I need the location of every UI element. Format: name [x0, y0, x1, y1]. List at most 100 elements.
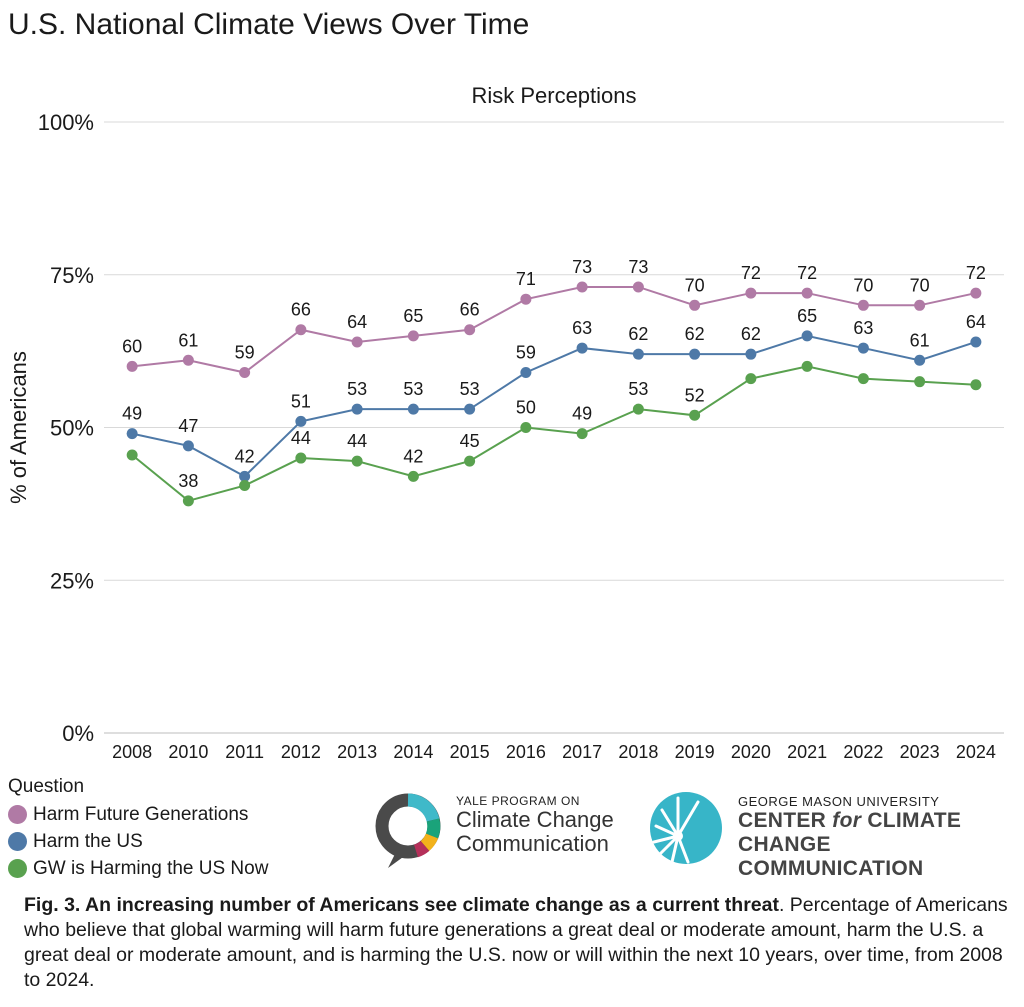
data-point: [351, 336, 363, 348]
data-label: 66: [460, 300, 480, 320]
caption-text: . Percentage of Americans who believe th…: [24, 894, 1008, 991]
x-tick-label: 2016: [506, 742, 546, 762]
data-label: 42: [235, 446, 255, 466]
data-label: 44: [347, 431, 367, 451]
x-tick-label: 2014: [393, 742, 433, 762]
data-point: [857, 299, 869, 311]
data-label: 47: [178, 416, 198, 436]
data-label: 53: [403, 379, 423, 399]
legend: Question Harm Future Generations Harm th…: [8, 776, 268, 882]
data-label: 65: [403, 306, 423, 326]
data-point: [857, 373, 869, 385]
data-label: 70: [685, 275, 705, 295]
series-line: [132, 285, 977, 374]
legend-dot-icon: [8, 832, 27, 851]
data-label: 72: [966, 263, 986, 283]
data-point: [689, 409, 701, 421]
data-point: [801, 330, 813, 342]
data-point: [407, 403, 419, 415]
data-label: 61: [178, 330, 198, 350]
data-label: 44: [291, 428, 311, 448]
x-tick-label: 2022: [843, 742, 883, 762]
data-label: 71: [516, 269, 536, 289]
gmu-logo-line2b: for: [832, 809, 862, 832]
y-axis-label: % of Americans: [6, 351, 31, 504]
data-label: 62: [628, 324, 648, 344]
data-point: [970, 287, 982, 299]
legend-dot-icon: [8, 805, 27, 824]
data-label: 70: [853, 275, 873, 295]
gmu-logo-line2c: CLIMATE CHANGE: [738, 809, 962, 856]
legend-title: Question: [8, 776, 85, 797]
y-tick-label: 75%: [50, 263, 94, 288]
x-tick-label: 2023: [900, 742, 940, 762]
data-point: [407, 470, 419, 482]
gmu-logo-line2: CENTER for CLIMATE CHANGE: [738, 809, 1018, 857]
data-point: [239, 367, 251, 379]
data-label: 73: [628, 257, 648, 277]
data-point: [407, 330, 419, 342]
data-label: 51: [291, 391, 311, 411]
x-tick-label: 2017: [562, 742, 602, 762]
data-label: 73: [572, 257, 592, 277]
gmu-logo-line1: GEORGE MASON UNIVERSITY: [738, 794, 940, 809]
line-chart: Risk Perceptions 0% 25% 50% 75% 100% 2008 2010 2…: [6, 83, 1004, 762]
x-tick-label: 2024: [956, 742, 996, 762]
data-point: [464, 403, 476, 415]
data-point: [632, 348, 644, 360]
data-point: [182, 495, 194, 507]
data-point: [464, 324, 476, 336]
legend-item-harm-the-us[interactable]: Harm the US: [8, 828, 268, 855]
x-tick-label: 2019: [675, 742, 715, 762]
x-tick-label: 2013: [337, 742, 377, 762]
data-point: [126, 428, 138, 440]
data-point: [126, 360, 138, 372]
data-label: 61: [910, 330, 930, 350]
series-line: [131, 334, 977, 478]
x-tick-label: 2018: [618, 742, 658, 762]
gmu-burst-icon: [650, 792, 722, 864]
data-point: [745, 287, 757, 299]
data-label: 63: [572, 318, 592, 338]
data-label: 64: [966, 312, 986, 332]
data-label: 72: [741, 263, 761, 283]
x-tick-label: 2020: [731, 742, 771, 762]
gmu-logo: GEORGE MASON UNIVERSITY CENTER for CLIMA…: [648, 790, 1018, 880]
x-tick-label: 2012: [281, 742, 321, 762]
legend-label: Harm Future Generations: [33, 803, 249, 825]
gmu-logo-line3: COMMUNICATION: [738, 857, 924, 880]
data-point: [745, 373, 757, 385]
data-label: 52: [685, 385, 705, 405]
data-label: 53: [347, 379, 367, 399]
data-label: 49: [122, 404, 142, 424]
data-point: [689, 299, 701, 311]
legend-label: Harm the US: [33, 830, 143, 852]
y-tick-label: 25%: [50, 568, 94, 593]
data-label: 64: [347, 312, 367, 332]
data-label: 62: [685, 324, 705, 344]
data-point: [239, 470, 251, 482]
page-title: U.S. National Climate Views Over Time: [8, 8, 530, 41]
data-label: 65: [797, 306, 817, 326]
data-point: [295, 415, 307, 427]
legend-item-harm-future-generations[interactable]: Harm Future Generations: [8, 801, 268, 828]
data-label: 49: [572, 404, 592, 424]
data-point: [576, 342, 588, 354]
data-point: [914, 299, 926, 311]
data-point: [295, 324, 307, 336]
data-point: [801, 287, 813, 299]
data-label: 53: [628, 379, 648, 399]
gmu-logo-line2a: CENTER: [738, 809, 833, 832]
data-point: [182, 354, 194, 366]
legend-item-gw-harming-now[interactable]: GW is Harming the US Now: [8, 855, 268, 882]
data-point: [126, 449, 138, 461]
x-tick-label: 2011: [225, 742, 264, 762]
data-label: 70: [910, 275, 930, 295]
data-label: 42: [403, 446, 423, 466]
data-point: [914, 354, 926, 366]
data-point: [576, 281, 588, 293]
data-point: [239, 480, 251, 492]
x-tick-label: 2008: [112, 742, 152, 762]
y-tick-label: 50%: [50, 416, 94, 441]
yale-logo-line3: Communication: [456, 831, 609, 856]
